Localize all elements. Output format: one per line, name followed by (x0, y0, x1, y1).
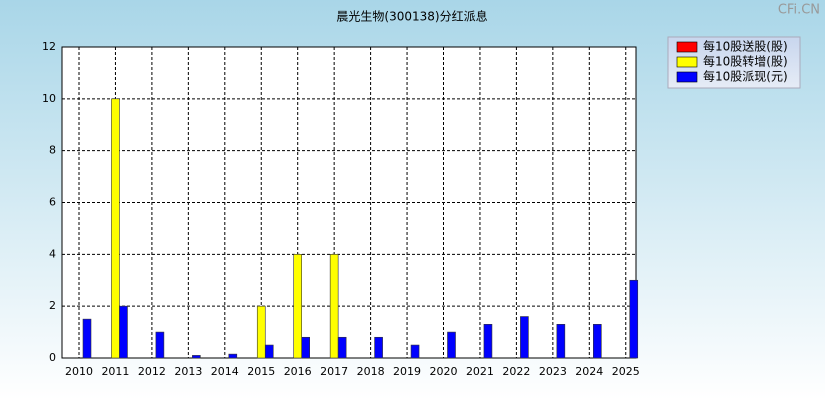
bar (155, 331, 165, 359)
x-tick-label: 2017 (320, 365, 348, 378)
bar (447, 331, 456, 359)
bar (329, 254, 339, 359)
y-tick-label: 0 (49, 351, 56, 364)
y-tick-label: 12 (42, 40, 56, 53)
bar (556, 324, 566, 359)
x-tick-label: 2016 (284, 365, 312, 378)
y-tick-label: 4 (49, 247, 56, 260)
x-tick-label: 2024 (575, 365, 603, 378)
bar (520, 316, 529, 359)
bar (119, 305, 128, 359)
legend-label: 每10股转增(股) (703, 54, 788, 69)
bar (374, 336, 383, 359)
x-tick-label: 2019 (393, 365, 421, 378)
legend-swatch (676, 41, 698, 53)
legend-swatch (676, 56, 698, 68)
bar (256, 305, 266, 359)
bar (592, 324, 602, 359)
x-tick-label: 2012 (138, 365, 166, 378)
bar (82, 318, 92, 359)
watermark: CFi.CN (778, 3, 820, 18)
legend-label: 每10股送股(股) (703, 39, 788, 54)
bar (337, 336, 347, 359)
plot-border (61, 46, 637, 359)
x-tick-label: 2010 (65, 365, 93, 378)
y-tick-label: 10 (42, 92, 56, 105)
bar (410, 344, 420, 359)
x-tick-label: 2023 (539, 365, 567, 378)
x-tick-label: 2018 (357, 365, 385, 378)
x-tick-label: 2021 (466, 365, 494, 378)
x-tick-label: 2014 (211, 365, 239, 378)
x-tick-label: 2022 (502, 365, 530, 378)
bar (483, 324, 493, 359)
bar (629, 279, 639, 359)
x-tick-label: 2020 (430, 365, 458, 378)
x-tick-label: 2015 (247, 365, 275, 378)
legend-swatch (676, 71, 698, 83)
bar (228, 353, 238, 359)
legend-label: 每10股派现(元) (703, 69, 788, 84)
bar (264, 344, 274, 359)
bar (301, 336, 311, 359)
y-tick-label: 8 (49, 144, 56, 157)
chart-title: 晨光生物(300138)分红派息 (336, 9, 487, 24)
x-tick-label: 2025 (612, 365, 640, 378)
y-tick-label: 2 (49, 299, 56, 312)
bar (192, 355, 201, 359)
x-tick-label: 2011 (101, 365, 129, 378)
x-tick-label: 2013 (174, 365, 202, 378)
bar (111, 98, 120, 359)
y-tick-label: 6 (49, 196, 56, 209)
bar (293, 254, 303, 359)
